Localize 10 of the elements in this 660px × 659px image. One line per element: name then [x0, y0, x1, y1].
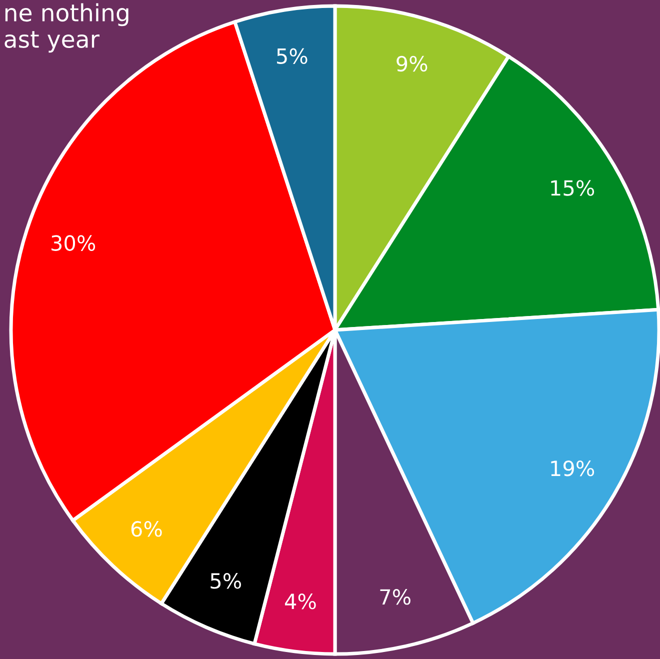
- data-label: 4%: [284, 594, 316, 610]
- data-label: 30%: [52, 235, 96, 251]
- data-label: 5%: [210, 573, 241, 589]
- data-label: 9%: [396, 56, 428, 72]
- data-label: 6%: [131, 521, 162, 537]
- data-label: 19%: [551, 460, 594, 476]
- data-label: 15%: [551, 180, 594, 196]
- text: ne nothing ast year: [4, 3, 128, 53]
- data-label: 5%: [277, 48, 308, 64]
- data-label: 7%: [380, 589, 410, 605]
